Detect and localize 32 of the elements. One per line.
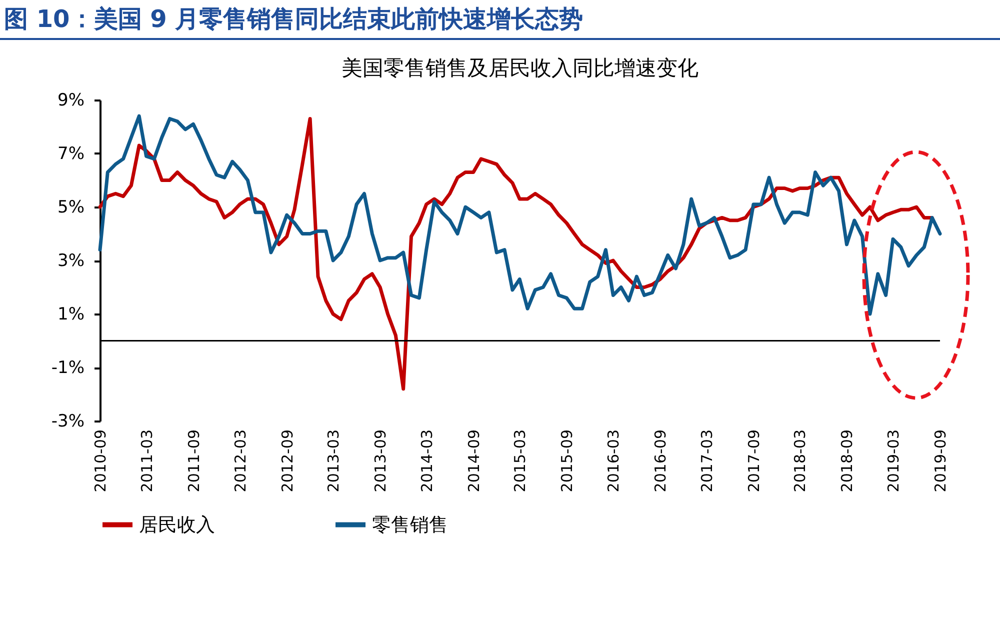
x-tick-label: 2018-09 — [838, 430, 856, 492]
x-tick-label: 2011-09 — [184, 430, 203, 492]
x-tick-label: 2017-03 — [698, 430, 716, 492]
x-tick-label: 2014-03 — [418, 430, 436, 492]
x-tick-label: 2016-09 — [652, 430, 670, 492]
x-tick-label: 2010-09 — [92, 430, 110, 492]
line-series — [98, 114, 942, 316]
x-tick-label: 2019-09 — [932, 430, 950, 492]
x-tick-label: 2011-03 — [138, 430, 156, 492]
y-tick-label: 1% — [58, 304, 84, 324]
x-tick-label: 2015-03 — [511, 430, 530, 492]
legend-label: 居民收入 — [139, 514, 215, 536]
x-tick-label: 2015-09 — [558, 430, 576, 492]
y-tick-label: 5% — [58, 198, 84, 218]
x-tick-label: 2016-03 — [604, 430, 623, 492]
x-tick-label: 2013-03 — [324, 430, 343, 492]
x-tick-label: 2018-03 — [791, 430, 810, 492]
x-tick-label: 2014-09 — [464, 430, 483, 492]
chart-title: 图 10：美国 9 月零售销售同比结束此前快速增长态势 — [0, 0, 1000, 40]
chart-subtitle: 美国零售销售及居民收入同比增速变化 — [342, 56, 698, 80]
x-tick-label: 2019-03 — [884, 430, 902, 492]
y-tick-label: -1% — [51, 358, 84, 378]
x-tick-label: 2013-09 — [372, 430, 390, 492]
x-tick-label: 2012-09 — [278, 430, 296, 492]
y-tick-label: 3% — [58, 251, 84, 271]
line-series — [98, 116, 934, 391]
legend-label: 零售销售 — [372, 514, 448, 536]
x-tick-label: 2012-03 — [231, 430, 250, 492]
y-tick-label: 7% — [58, 144, 84, 164]
y-tick-label: 9% — [58, 90, 84, 110]
y-tick-label: -3% — [51, 412, 84, 432]
x-tick-label: 2017-09 — [744, 430, 763, 492]
